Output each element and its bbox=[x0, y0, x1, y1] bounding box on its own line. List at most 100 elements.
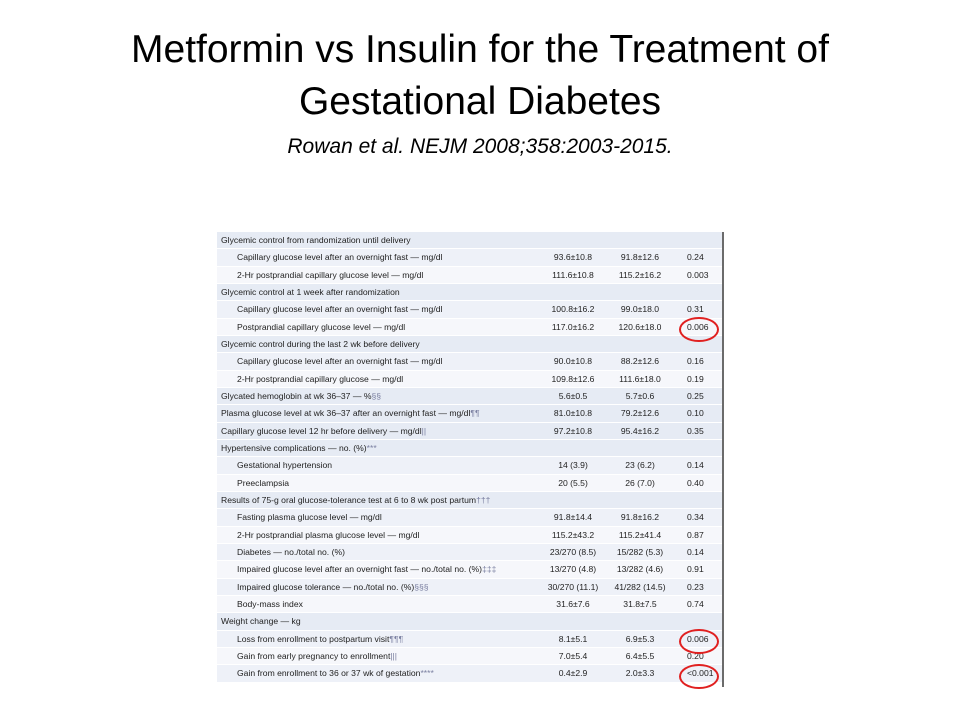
row-label: 2-Hr postprandial plasma glucose level —… bbox=[237, 527, 419, 544]
metformin-value: 91.8±14.4 bbox=[553, 512, 593, 523]
metformin-value: 81.0±10.8 bbox=[553, 408, 593, 419]
insulin-value: 120.6±18.0 bbox=[618, 321, 662, 332]
row-label: Preeclampsia bbox=[237, 475, 289, 492]
p-value: 0.006 bbox=[687, 321, 709, 332]
row-label-text: Capillary glucose level after an overnig… bbox=[237, 304, 443, 315]
table-section-row: Glycemic control during the last 2 wk be… bbox=[217, 335, 722, 354]
p-value: 0.87 bbox=[687, 529, 704, 540]
row-label-text: Hypertensive complications — no. (%) bbox=[221, 442, 367, 453]
footnote-marker: ||| bbox=[390, 650, 398, 661]
insulin-value: 91.8±12.6 bbox=[620, 252, 660, 263]
row-label-text: Gestational hypertension bbox=[237, 460, 333, 471]
row-label: 2-Hr postprandial capillary glucose — mg… bbox=[237, 371, 403, 388]
table-row: Gestational hypertension 14 (3.9) 23 (6.2)… bbox=[217, 457, 722, 475]
insulin-value: 111.6±18.0 bbox=[619, 373, 661, 384]
p-value: 0.23 bbox=[687, 581, 704, 592]
insulin-value: 91.8±16.2 bbox=[620, 512, 660, 523]
p-value: 0.74 bbox=[687, 598, 704, 609]
p-value: 0.35 bbox=[687, 425, 704, 436]
table-section-row: Results of 75-g oral glucose-tolerance t… bbox=[217, 491, 722, 510]
p-value: 0.20 bbox=[687, 650, 704, 661]
row-label: Plasma glucose level at wk 36–37 after a… bbox=[221, 405, 480, 422]
insulin-value: 115.2±41.4 bbox=[618, 529, 662, 540]
insulin-value: 2.0±3.3 bbox=[625, 668, 655, 679]
table-row: Impaired glucose tolerance — no./total n… bbox=[217, 578, 722, 596]
table-row: Postprandial capillary glucose level — m… bbox=[217, 318, 722, 336]
table-row: Gain from early pregnancy to enrollment|… bbox=[217, 647, 722, 666]
insulin-value: 79.2±12.6 bbox=[620, 408, 660, 419]
metformin-value: 0.4±2.9 bbox=[558, 668, 588, 679]
row-label-text: Body-mass index bbox=[237, 598, 303, 609]
row-label-text: Diabetes — no./total no. (%) bbox=[237, 546, 345, 557]
row-label: Glycemic control during the last 2 wk be… bbox=[221, 336, 420, 353]
row-label-text: 2-Hr postprandial capillary glucose leve… bbox=[237, 269, 424, 280]
metformin-value: 115.2±43.2 bbox=[551, 529, 595, 540]
footnote-marker: **** bbox=[420, 668, 434, 679]
row-label-text: 2-Hr postprandial capillary glucose — mg… bbox=[237, 373, 404, 384]
table-row: Loss from enrollment to postpartum visit… bbox=[217, 630, 722, 648]
insulin-value: 41/282 (14.5) bbox=[614, 581, 666, 592]
row-label-text: Results of 75-g oral glucose-tolerance t… bbox=[221, 494, 477, 505]
metformin-value: 8.1±5.1 bbox=[558, 633, 588, 644]
row-label: Results of 75-g oral glucose-tolerance t… bbox=[221, 492, 490, 509]
p-value: 0.10 bbox=[687, 408, 704, 419]
row-label-text: Glycated hemoglobin at wk 36–37 — % bbox=[221, 390, 372, 401]
table-row: Capillary glucose level after an overnig… bbox=[217, 353, 722, 371]
p-value: 0.006 bbox=[687, 633, 709, 644]
table-section-row: Glycemic control at 1 week after randomi… bbox=[217, 283, 722, 302]
p-value: 0.24 bbox=[687, 252, 704, 263]
row-label-text: Capillary glucose level after an overnig… bbox=[237, 252, 443, 263]
row-label-text: Postprandial capillary glucose level — m… bbox=[237, 321, 406, 332]
metformin-value: 30/270 (11.1) bbox=[547, 581, 599, 592]
row-label: 2-Hr postprandial capillary glucose leve… bbox=[237, 267, 423, 284]
insulin-value: 99.0±18.0 bbox=[620, 304, 660, 315]
footnote-marker: ††† bbox=[476, 494, 491, 505]
metformin-value: 14 (3.9) bbox=[558, 460, 588, 471]
table-section-row: Glycated hemoglobin at wk 36–37 — %§§ 5.6… bbox=[217, 387, 722, 406]
row-label-text: Glycemic control during the last 2 wk be… bbox=[221, 338, 420, 349]
metformin-value: 5.6±0.5 bbox=[558, 390, 588, 401]
row-label: Impaired glucose level after an overnigh… bbox=[237, 561, 496, 578]
metformin-value: 111.6±10.8 bbox=[552, 269, 594, 280]
insulin-value: 31.8±7.5 bbox=[623, 598, 657, 609]
table-section-row: Hypertensive complications — no. (%)*** bbox=[217, 439, 722, 458]
footnote-marker: ¶¶¶ bbox=[389, 633, 404, 644]
p-value: 0.40 bbox=[687, 477, 704, 488]
row-label-text: Loss from enrollment to postpartum visit bbox=[237, 633, 390, 644]
insulin-value: 13/282 (4.6) bbox=[616, 564, 664, 575]
footnote-marker: §§ bbox=[371, 390, 382, 401]
insulin-value: 6.9±5.3 bbox=[625, 633, 655, 644]
table-row: Capillary glucose level after an overnig… bbox=[217, 301, 722, 319]
slide-title-block: Metformin vs Insulin for the Treatment o… bbox=[0, 24, 960, 160]
row-label-text: Gain from early pregnancy to enrollment bbox=[237, 650, 391, 661]
slide-title-line-1: Metformin vs Insulin for the Treatment o… bbox=[131, 28, 829, 71]
row-label-text: Capillary glucose level 12 hr before del… bbox=[221, 425, 422, 436]
table-section-row: Weight change — kg bbox=[217, 613, 722, 631]
metformin-value: 23/270 (8.5) bbox=[549, 546, 597, 557]
table-section-row: Plasma glucose level at wk 36–37 after a… bbox=[217, 405, 722, 423]
metformin-value: 31.6±7.6 bbox=[556, 598, 590, 609]
row-label-text: 2-Hr postprandial plasma glucose level —… bbox=[237, 529, 420, 540]
p-value: 0.31 bbox=[687, 304, 704, 315]
insulin-value: 26 (7.0) bbox=[625, 477, 655, 488]
row-label-text: Weight change — kg bbox=[221, 616, 301, 627]
footnote-marker: || bbox=[421, 425, 427, 436]
insulin-value: 115.2±16.2 bbox=[618, 269, 662, 280]
metformin-value: 109.8±12.6 bbox=[551, 373, 595, 384]
p-value: <0.001 bbox=[687, 668, 714, 679]
row-label: Gain from enrollment to 36 or 37 wk of g… bbox=[237, 665, 434, 682]
metformin-value: 13/270 (4.8) bbox=[549, 564, 597, 575]
footnote-marker: ‡‡‡ bbox=[482, 564, 497, 575]
row-label-text: Impaired glucose level after an overnigh… bbox=[237, 564, 483, 575]
insulin-value: 6.4±5.5 bbox=[625, 650, 655, 661]
table-section-row: Capillary glucose level 12 hr before del… bbox=[217, 422, 722, 440]
row-label: Capillary glucose level after an overnig… bbox=[237, 301, 442, 318]
row-label: Capillary glucose level after an overnig… bbox=[237, 249, 442, 266]
row-label: Fasting plasma glucose level — mg/dl bbox=[237, 509, 382, 526]
row-label: Impaired glucose tolerance — no./total n… bbox=[237, 579, 429, 596]
row-label: Diabetes — no./total no. (%) bbox=[237, 544, 345, 561]
row-label: Glycemic control at 1 week after randomi… bbox=[221, 284, 400, 301]
table-row: 2-Hr postprandial capillary glucose — mg… bbox=[217, 370, 722, 388]
p-value: 0.91 bbox=[687, 564, 704, 575]
row-label-text: Preeclampsia bbox=[237, 477, 290, 488]
